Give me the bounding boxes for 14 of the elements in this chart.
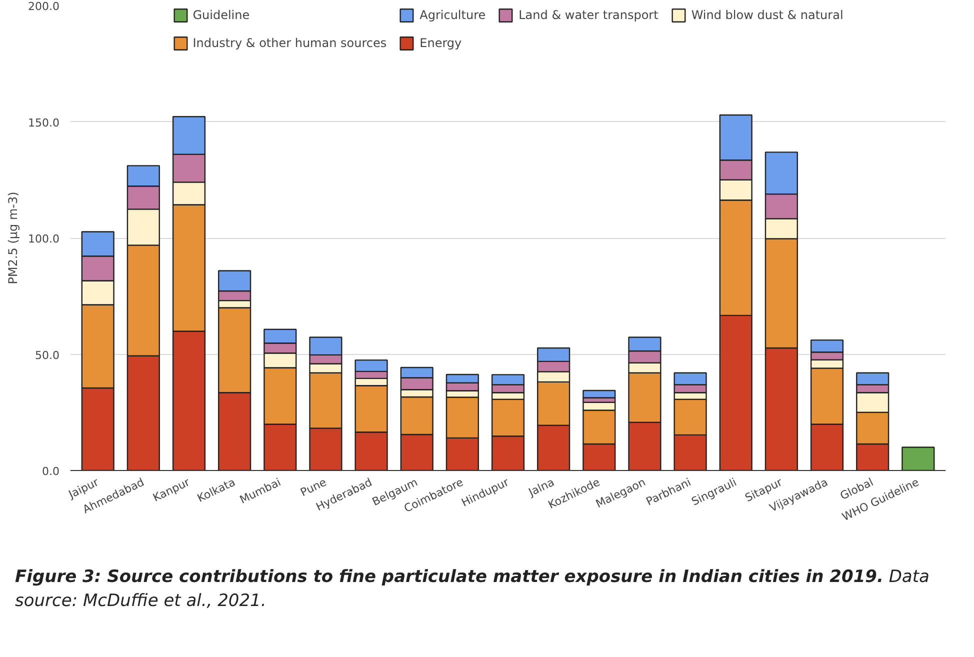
legend-label: Industry & other human sources (192, 35, 387, 51)
bar (902, 446, 935, 470)
caption: Figure 3: Source contributions to fine particulate matter exposure in Indian cities in 2019. (15, 567, 884, 587)
legend-label: Agriculture (420, 7, 486, 23)
y-tick-label: 200.0 (28, 0, 60, 13)
legend-label: Land & water transport (518, 7, 658, 23)
y-tick-label: 50.0 (35, 348, 60, 362)
legend-label: Guideline (192, 7, 250, 23)
legend-label: Energy (420, 35, 462, 51)
y-tick-label: 150.0 (28, 116, 60, 130)
legend-label: Wind blow dust & natural (691, 7, 844, 23)
y-axis-title: PM2.5 (µg m-3) (6, 192, 20, 284)
y-tick-label: 100.0 (28, 232, 60, 246)
y-tick-label: 0.0 (42, 465, 60, 478)
